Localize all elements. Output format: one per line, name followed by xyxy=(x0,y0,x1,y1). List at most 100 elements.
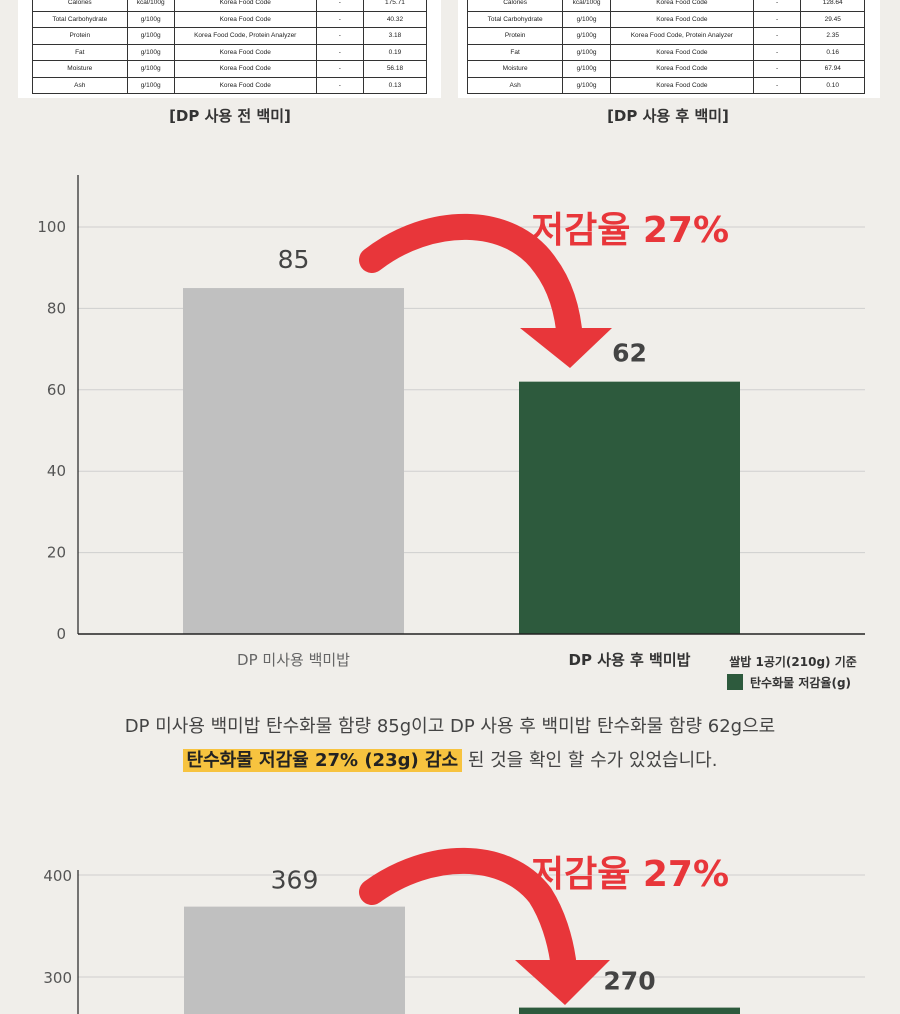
table-cell: kcal/100g xyxy=(562,0,611,12)
table-cell: Korea Food Code xyxy=(173,76,317,94)
y-tick-label: 80 xyxy=(47,299,66,317)
table-caption-before: [DP 사용 전 백미] xyxy=(169,107,291,125)
table-cell: Calories xyxy=(32,0,128,12)
table-cell: g/100g xyxy=(562,27,611,45)
table-cell: 56.18 xyxy=(362,60,428,78)
y-tick-label: 400 xyxy=(43,867,72,885)
table-cell: - xyxy=(315,10,364,28)
reduction-arrowhead-2-icon xyxy=(515,960,610,1005)
bar xyxy=(519,381,740,634)
summary-line-1: DP 미사용 백미밥 탄수화물 함량 85g이고 DP 사용 후 백미밥 탄수화… xyxy=(124,716,776,737)
table-row: Total Carbohydrate g/100g Korea Food Code -… xyxy=(32,10,428,28)
table-cell: Fat xyxy=(466,43,564,61)
table-cell: - xyxy=(752,76,802,94)
nutrition-table-after: Calories kcal/100g Korea Food Code -128.64 T… xyxy=(466,0,865,94)
chart-note: 쌀밥 1공기(210g) 기준 xyxy=(729,654,857,669)
y-tick-label: 20 xyxy=(47,544,66,562)
reduction-arrow-icon xyxy=(359,213,583,353)
table-cell: Korea Food Code xyxy=(609,0,754,12)
table-row: Ash g/100g Korea Food Code -0.10 xyxy=(466,76,865,94)
reduction-arrowhead-icon xyxy=(520,328,612,368)
table-cell: kcal/100g xyxy=(126,0,175,12)
table-row: Fat g/100g Korea Food Code -0.16 xyxy=(466,43,865,61)
x-tick-label: DP 사용 후 백미밥 xyxy=(569,651,691,669)
table-row: Ash g/100g Korea Food Code -0.13 xyxy=(32,76,428,94)
bar-value-label: 85 xyxy=(278,245,310,274)
table-card-after: Calories kcal/100g Korea Food Code -128.64 T… xyxy=(458,0,880,98)
table-row: Protein g/100g Korea Food Code, Protein An… xyxy=(32,27,428,45)
carb-bar-chart: 0 20 40 60 80 100 85 DP 미사용 백미밥 62 DP 사용 후 백미밥 저… xyxy=(37,175,865,690)
table-cell: Korea Food Code xyxy=(609,60,754,78)
y-tick-label: 40 xyxy=(47,462,66,480)
table-cell: g/100g xyxy=(562,60,611,78)
table-cell: Korea Food Code xyxy=(173,10,317,28)
table-cell: 3.18 xyxy=(362,27,428,45)
bar-value-label: 62 xyxy=(612,339,647,368)
table-cell: - xyxy=(752,0,802,12)
table-cell: Protein xyxy=(32,27,128,45)
table-cell: - xyxy=(315,27,364,45)
table-cell: 0.13 xyxy=(362,76,428,94)
table-cell: Moisture xyxy=(466,60,564,78)
reduction-annotation: 저감율 27% xyxy=(531,210,729,251)
bar-value-label: 270 xyxy=(603,967,655,996)
table-row: Moisture g/100g Korea Food Code -56.18 xyxy=(32,60,428,78)
summary-line-2-rest: 된 것을 확인 할 수가 있었습니다. xyxy=(462,750,718,771)
table-cell: g/100g xyxy=(126,27,175,45)
bar xyxy=(519,1007,740,1014)
reduction-arrow-2-icon xyxy=(359,847,576,973)
table-cell: 0.19 xyxy=(362,43,428,61)
nutrition-table-before: Calories kcal/100g Korea Food Code -175.71 T… xyxy=(32,0,428,94)
table-cell: 0.16 xyxy=(800,43,865,61)
table-row: Fat g/100g Korea Food Code -0.19 xyxy=(32,43,428,61)
table-cell: 40.32 xyxy=(362,10,428,28)
table-cell: Korea Food Code xyxy=(609,10,754,28)
table-cell: g/100g xyxy=(126,76,175,94)
table-cell: Fat xyxy=(32,43,128,61)
summary-text: DP 미사용 백미밥 탄수화물 함량 85g이고 DP 사용 후 백미밥 탄수화… xyxy=(0,710,900,778)
table-cell: 2.35 xyxy=(800,27,865,45)
bar xyxy=(183,288,404,634)
table-cell: Ash xyxy=(32,76,128,94)
y-tick-label: 100 xyxy=(37,218,66,236)
table-cell: - xyxy=(752,27,802,45)
legend-label: 탄수화물 저감율(g) xyxy=(750,675,851,690)
table-cell: g/100g xyxy=(562,43,611,61)
table-cell: - xyxy=(752,43,802,61)
table-cell: Total Carbohydrate xyxy=(32,10,128,28)
table-cell: g/100g xyxy=(562,76,611,94)
bar-value-label: 369 xyxy=(271,866,319,895)
y-tick-label: 60 xyxy=(47,381,66,399)
table-card-before: Calories kcal/100g Korea Food Code -175.71 T… xyxy=(18,0,441,98)
table-cell: Korea Food Code xyxy=(173,0,317,12)
legend-swatch xyxy=(727,674,743,690)
summary-highlight: 탄수화물 저감율 27% (23g) 감소 xyxy=(182,749,463,772)
table-cell: Korea Food Code xyxy=(609,43,754,61)
table-cell: Korea Food Code, Protein Analyzer xyxy=(609,27,754,45)
table-cell: g/100g xyxy=(562,10,611,28)
table-cell: Korea Food Code xyxy=(173,60,317,78)
table-cell: Protein xyxy=(466,27,564,45)
summary-line-2: 탄수화물 저감율 27% (23g) 감소 된 것을 확인 할 수가 있었습니다… xyxy=(0,744,900,778)
table-cell: Moisture xyxy=(32,60,128,78)
table-cell: - xyxy=(752,60,802,78)
table-cell: Korea Food Code xyxy=(609,76,754,94)
table-cell: g/100g xyxy=(126,10,175,28)
table-cell: - xyxy=(315,76,364,94)
calorie-bar-chart: 300 400 369 270 저감율 27% xyxy=(43,847,865,1014)
table-cell: 0.10 xyxy=(800,76,865,94)
table-cell: 175.71 xyxy=(362,0,428,12)
reduction-annotation-2: 저감율 27% xyxy=(531,854,729,895)
table-cell: Korea Food Code, Protein Analyzer xyxy=(173,27,317,45)
table-cell: 29.45 xyxy=(800,10,865,28)
table-cell: Korea Food Code xyxy=(173,43,317,61)
table-cell: 128.64 xyxy=(800,0,865,12)
bar xyxy=(184,906,405,1014)
x-tick-label: DP 미사용 백미밥 xyxy=(237,651,350,669)
table-cell: - xyxy=(315,60,364,78)
table-cell: g/100g xyxy=(126,43,175,61)
table-cell: - xyxy=(315,43,364,61)
table-cell: Calories xyxy=(466,0,564,12)
table-row: Protein g/100g Korea Food Code, Protein An… xyxy=(466,27,865,45)
table-row: Total Carbohydrate g/100g Korea Food Code -… xyxy=(466,10,865,28)
